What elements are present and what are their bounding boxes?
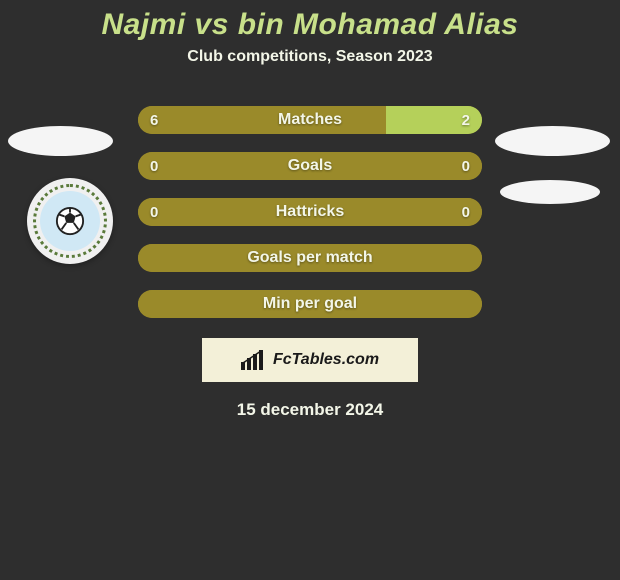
stat-value-left: 0 <box>150 152 158 180</box>
stat-row: Min per goal <box>138 290 482 318</box>
wreath-icon <box>33 184 107 258</box>
stat-label: Hattricks <box>138 198 482 226</box>
stat-value-right: 2 <box>462 106 470 134</box>
stat-row: Goals0 0 <box>138 152 482 180</box>
stat-value-left: 0 <box>150 198 158 226</box>
stats-area: Matches62Goals00Hattricks00Goals per mat… <box>0 106 620 318</box>
stat-label: Goals <box>138 152 482 180</box>
brand-text: FcTables.com <box>273 351 379 369</box>
stat-value-left: 6 <box>150 106 158 134</box>
stat-value-right: 0 <box>462 152 470 180</box>
stat-label: Matches <box>138 106 482 134</box>
stat-label: Min per goal <box>138 290 482 318</box>
stat-label: Goals per match <box>138 244 482 272</box>
club-badge <box>27 178 113 264</box>
stat-row: Matches6 2 <box>138 106 482 134</box>
stat-row: Goals per match <box>138 244 482 272</box>
player-logo-placeholder-right <box>495 126 610 156</box>
comparison-subtitle: Club competitions, Season 2023 <box>0 48 620 66</box>
stat-row: Hattricks0 0 <box>138 198 482 226</box>
stat-rows: Matches62Goals00Hattricks00Goals per mat… <box>138 106 482 318</box>
player-logo-placeholder-right-2 <box>500 180 600 204</box>
stat-value-right: 0 <box>462 198 470 226</box>
brand-box: FcTables.com <box>202 338 418 382</box>
bar-chart-icon <box>241 350 267 370</box>
player-logo-placeholder-left <box>8 126 113 156</box>
comparison-title: Najmi vs bin Mohamad Alias <box>0 0 620 42</box>
date-text: 15 december 2024 <box>0 400 620 420</box>
